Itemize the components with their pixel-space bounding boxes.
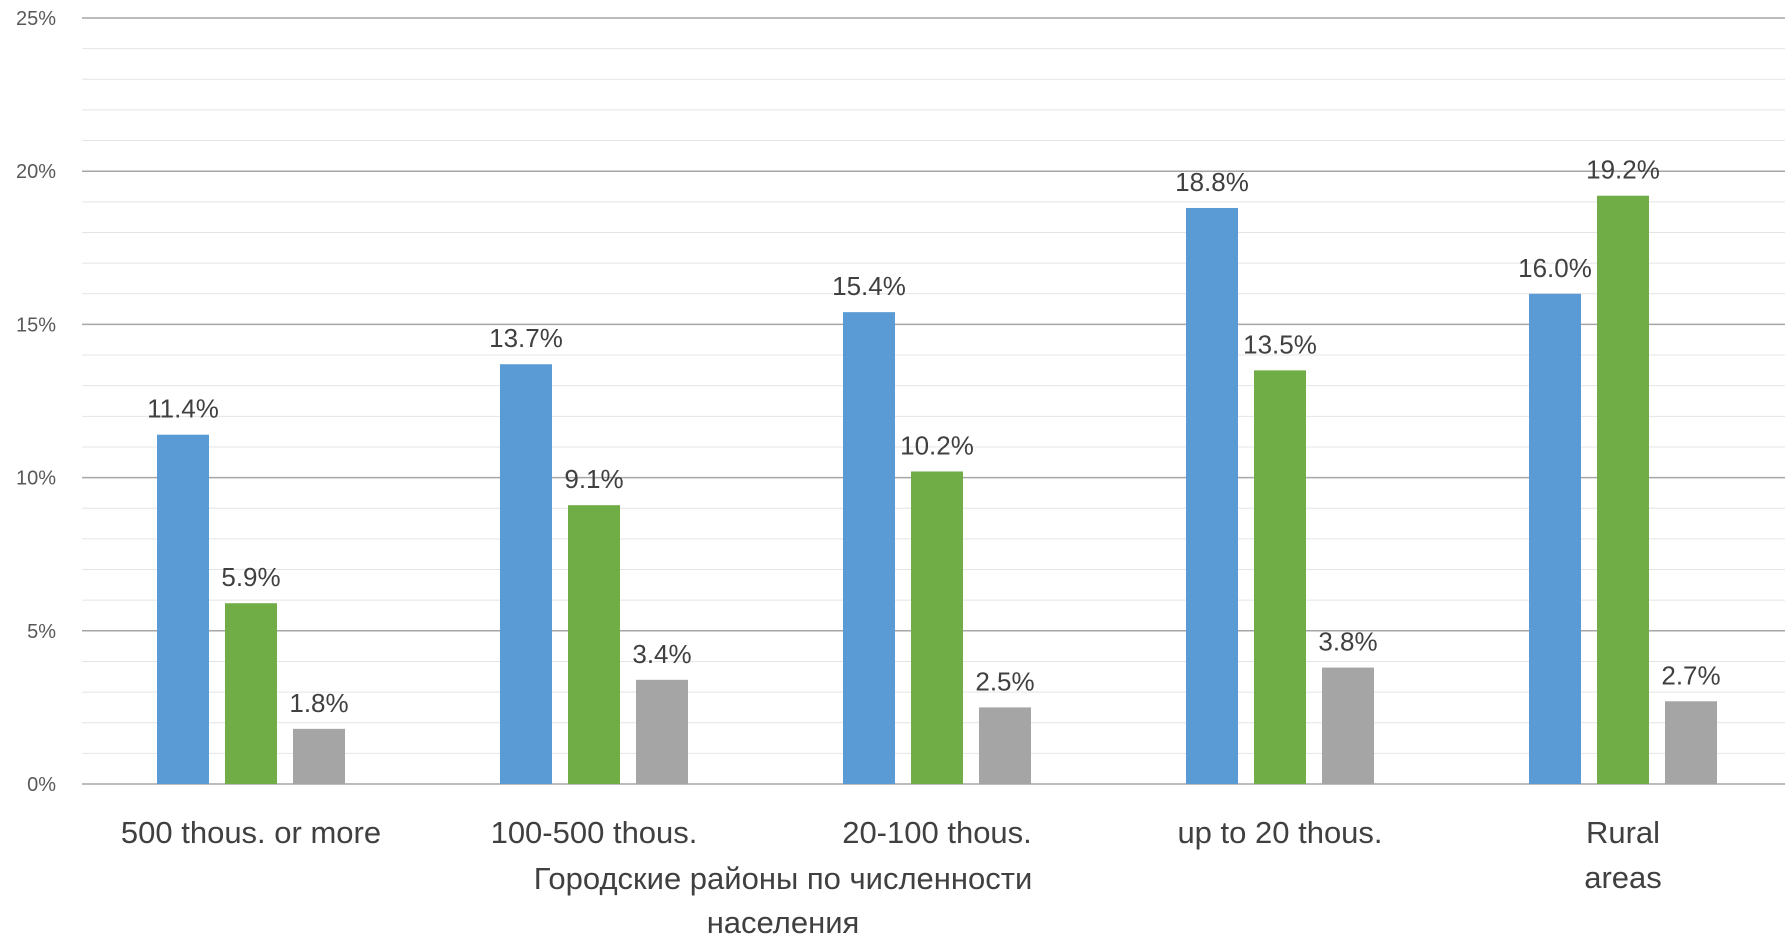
y-tick-label: 5%: [27, 621, 56, 643]
data-label: 15.4%: [832, 271, 906, 301]
bar: [911, 471, 963, 784]
data-label: 10.2%: [900, 430, 974, 460]
bar: [1529, 293, 1581, 784]
y-axis-tick-labels: 0% 5% 10% 15% 20% 25%: [16, 8, 56, 796]
data-label: 5.9%: [221, 562, 280, 592]
bar: [979, 707, 1031, 784]
bar: [636, 679, 688, 784]
bar: [225, 603, 277, 784]
x-category-label: areas: [1584, 860, 1662, 895]
y-tick-label: 0%: [27, 774, 56, 796]
bar: [843, 312, 895, 784]
x-category-label: up to 20 thous.: [1177, 815, 1382, 850]
y-tick-label: 10%: [16, 468, 56, 490]
data-label: 9.1%: [564, 464, 623, 494]
x-axis-title-line: Городские районы по численности: [534, 861, 1033, 896]
data-label: 3.4%: [632, 639, 691, 669]
bar: [1254, 370, 1306, 784]
data-label: 18.8%: [1175, 167, 1249, 197]
bar: [157, 434, 209, 784]
x-axis-title-line: населения: [707, 905, 860, 936]
bar: [568, 505, 620, 784]
bar: [1665, 701, 1717, 784]
gridlines: [82, 17, 1785, 785]
data-label: 2.7%: [1661, 660, 1720, 690]
y-tick-label: 25%: [16, 8, 56, 30]
y-tick-label: 20%: [16, 161, 56, 183]
x-category-label: Rural: [1586, 815, 1660, 850]
x-axis-category-labels: 500 thous. or more 100-500 thous. 20-100 t…: [121, 815, 1662, 895]
bar: [500, 364, 552, 784]
data-label: 16.0%: [1518, 253, 1592, 283]
x-category-label: 20-100 thous.: [842, 815, 1032, 850]
bars: [157, 195, 1717, 784]
data-label: 13.7%: [489, 323, 563, 353]
x-axis-title: Городские районы по численности населения: [534, 861, 1033, 936]
data-label: 19.2%: [1586, 155, 1660, 185]
data-label: 13.5%: [1243, 329, 1317, 359]
bar: [293, 728, 345, 784]
data-label: 1.8%: [289, 688, 348, 718]
x-category-label: 500 thous. or more: [121, 815, 381, 850]
y-tick-label: 15%: [16, 314, 56, 336]
data-label: 2.5%: [975, 666, 1034, 696]
data-label: 11.4%: [147, 394, 219, 424]
bar: [1322, 667, 1374, 784]
data-labels: 11.4% 5.9% 1.8% 13.7% 9.1% 3.4% 15.4% 10.2% 2.5%…: [147, 155, 1721, 718]
bar: [1597, 195, 1649, 784]
bar: [1186, 207, 1238, 784]
data-label: 3.8%: [1318, 627, 1377, 657]
x-category-label: 100-500 thous.: [491, 815, 698, 850]
